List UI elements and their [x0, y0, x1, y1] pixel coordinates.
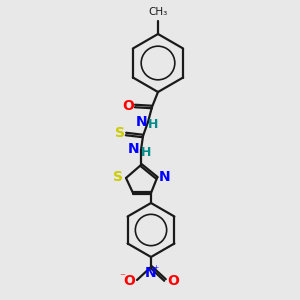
Text: N: N — [159, 170, 171, 184]
Text: H: H — [141, 146, 151, 158]
Text: O: O — [123, 274, 135, 288]
Text: ⁻: ⁻ — [119, 272, 125, 282]
Text: N: N — [145, 266, 157, 280]
Text: O: O — [122, 99, 134, 113]
Text: N: N — [128, 142, 140, 156]
Text: H: H — [148, 118, 158, 130]
Text: ⁺: ⁺ — [153, 265, 159, 275]
Text: CH₃: CH₃ — [148, 7, 168, 17]
Text: N: N — [136, 115, 148, 129]
Text: S: S — [113, 170, 123, 184]
Text: O: O — [167, 274, 179, 288]
Text: S: S — [115, 126, 125, 140]
